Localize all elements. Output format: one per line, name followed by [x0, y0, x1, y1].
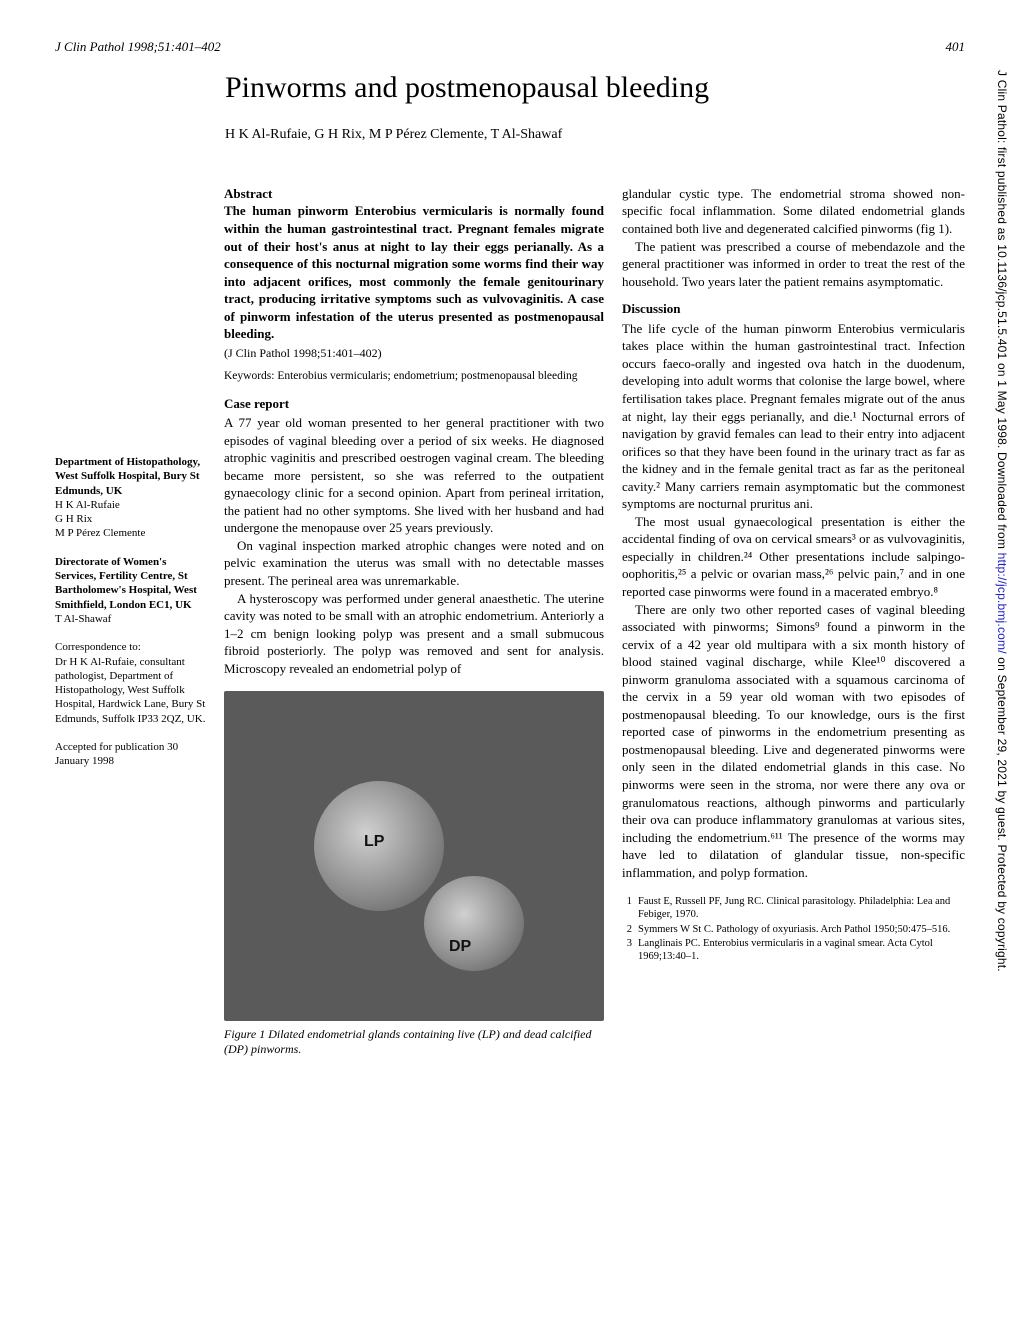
disc-p2: The most usual gynaecological presentati…	[622, 513, 965, 601]
keywords: Keywords: Enterobius vermicularis; endom…	[224, 369, 604, 385]
disc-p3: There are only two other reported cases …	[622, 601, 965, 882]
authors: H K Al-Rufaie, G H Rix, M P Pérez Clemen…	[225, 126, 965, 145]
correspondence-body: Dr H K Al-Rufaie, consultant pathologist…	[55, 655, 210, 726]
column-2: glandular cystic type. The endometrial s…	[622, 185, 965, 1057]
figure-1-caption: Figure 1 Dilated endometrial glands cont…	[224, 1027, 604, 1057]
disc-p1: The life cycle of the human pinworm Ente…	[622, 320, 965, 513]
references: 1 Faust E, Russell PF, Jung RC. Clinical…	[622, 895, 965, 963]
column-1: Abstract The human pinworm Enterobius ve…	[224, 185, 604, 1057]
case-p1: A 77 year old woman presented to her gen…	[224, 414, 604, 537]
dept-2: Directorate of Women's Services, Fertili…	[55, 555, 210, 626]
col2-p2: The patient was prescribed a course of m…	[622, 238, 965, 291]
accepted-date: Accepted for publication 30 January 1998	[55, 740, 210, 769]
reference-1: 1 Faust E, Russell PF, Jung RC. Clinical…	[622, 895, 965, 921]
discussion-heading: Discussion	[622, 300, 965, 318]
case-p2: On vaginal inspection marked atrophic ch…	[224, 537, 604, 590]
running-header: J Clin Pathol 1998;51:401–402 401	[55, 38, 965, 56]
main-columns: Abstract The human pinworm Enterobius ve…	[224, 185, 965, 1057]
ref-text: Symmers W St C. Pathology of oxyuriasis.…	[638, 923, 950, 936]
correspondence-label: Correspondence to:	[55, 640, 210, 654]
dept-1: Department of Histopathology, West Suffo…	[55, 455, 210, 541]
dept-1-title: Department of Histopathology, West Suffo…	[55, 455, 210, 498]
correspondence: Correspondence to: Dr H K Al-Rufaie, con…	[55, 640, 210, 726]
figure-dp-region	[424, 876, 524, 971]
reference-2: 2 Symmers W St C. Pathology of oxyuriasi…	[622, 923, 965, 936]
vertical-source-text: J Clin Pathol: first published as 10.113…	[994, 70, 1010, 1250]
reference-3: 3 Langlinais PC. Enterobius vermicularis…	[622, 937, 965, 963]
ref-text: Faust E, Russell PF, Jung RC. Clinical p…	[638, 895, 965, 921]
case-p3: A hysteroscopy was performed under gener…	[224, 590, 604, 678]
figure-1-image: LP DP	[224, 691, 604, 1021]
side-post: on September 29, 2021 by guest. Protecte…	[995, 654, 1009, 972]
figure-dp-label: DP	[449, 936, 471, 958]
page-columns: Department of Histopathology, West Suffo…	[55, 185, 965, 1057]
article-title: Pinworms and postmenopausal bleeding	[225, 68, 965, 109]
ref-num: 2	[622, 923, 632, 936]
abstract-citation: (J Clin Pathol 1998;51:401–402)	[224, 345, 604, 361]
side-pre: J Clin Pathol: first published as 10.113…	[995, 70, 1009, 553]
affiliation-sidebar: Department of Histopathology, West Suffo…	[55, 185, 210, 1057]
abstract-heading: Abstract	[224, 185, 604, 203]
side-link[interactable]: http://jcp.bmj.com/	[995, 553, 1009, 654]
page-number: 401	[946, 38, 966, 56]
figure-lp-label: LP	[364, 831, 384, 853]
dept-1-names: H K Al-Rufaie G H Rix M P Pérez Clemente	[55, 498, 210, 541]
ref-num: 1	[622, 895, 632, 921]
dept-2-names: T Al-Shawaf	[55, 612, 210, 626]
ref-num: 3	[622, 937, 632, 963]
figure-1: LP DP Figure 1 Dilated endometrial gland…	[224, 691, 604, 1057]
journal-ref: J Clin Pathol 1998;51:401–402	[55, 38, 221, 56]
dept-2-title: Directorate of Women's Services, Fertili…	[55, 555, 210, 612]
col2-p1: glandular cystic type. The endometrial s…	[622, 185, 965, 238]
abstract-body: The human pinworm Enterobius vermiculari…	[224, 202, 604, 342]
ref-text: Langlinais PC. Enterobius vermicularis i…	[638, 937, 965, 963]
case-report-heading: Case report	[224, 395, 604, 413]
